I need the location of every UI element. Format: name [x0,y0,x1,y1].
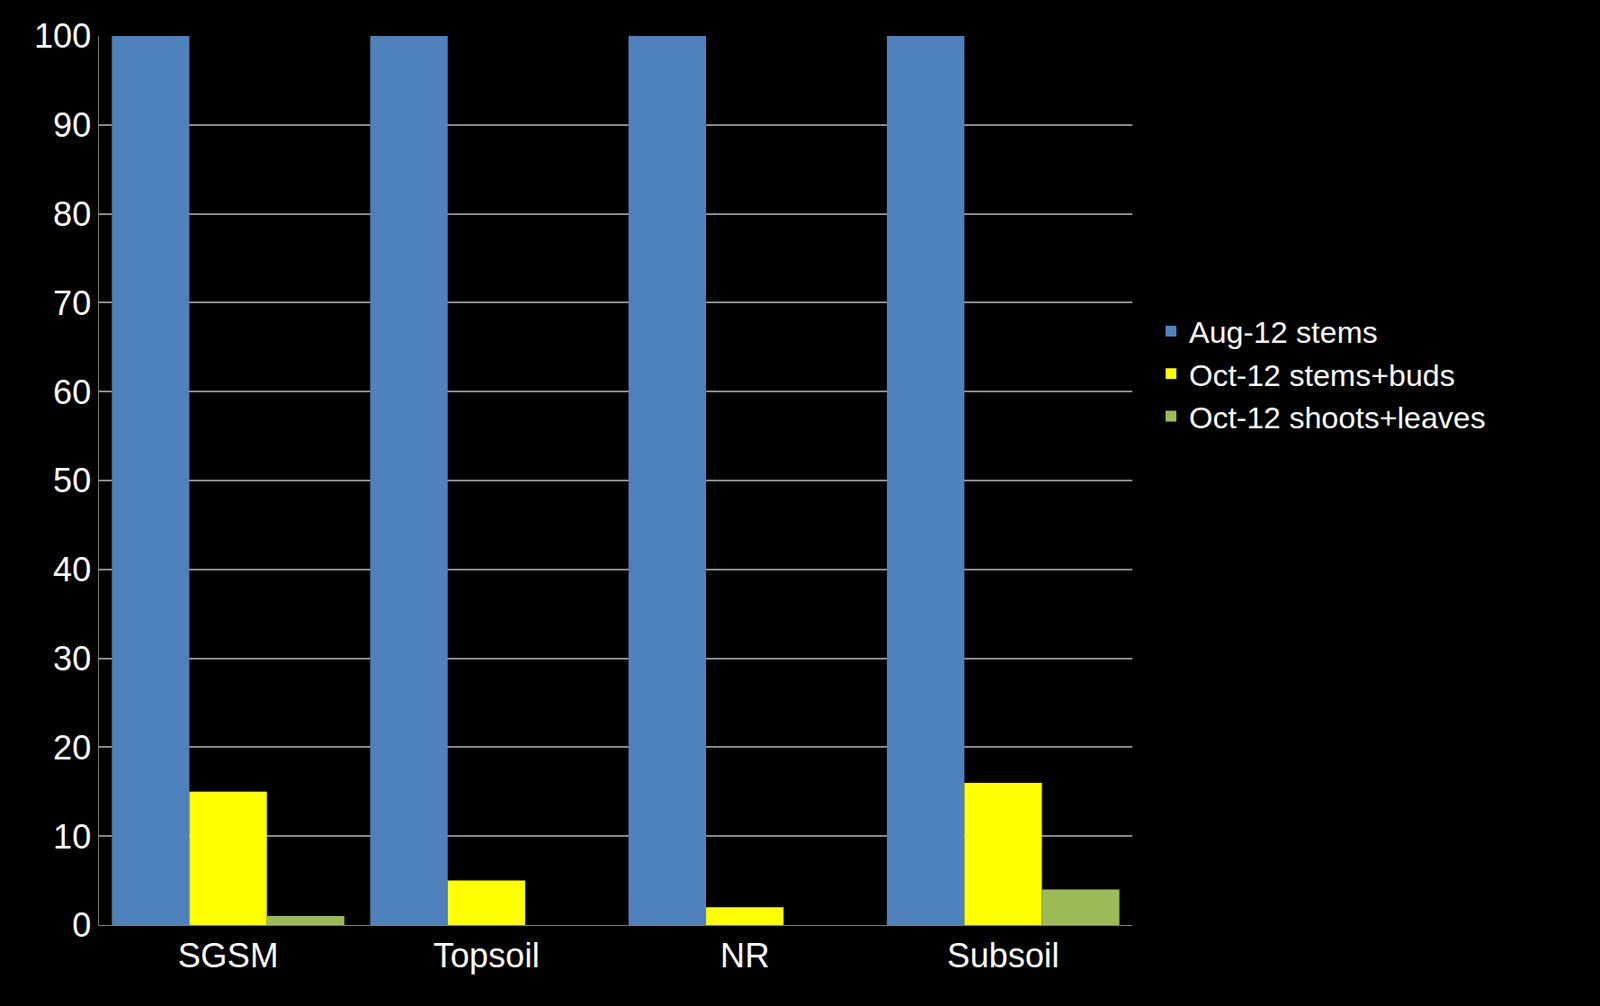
svg-text:Oct-12 stems+buds: Oct-12 stems+buds [1188,357,1456,393]
svg-text:40: 40 [53,550,91,589]
svg-text:70: 70 [53,284,91,322]
svg-text:Aug-12 stems: Aug-12 stems [1188,314,1378,349]
svg-text:90: 90 [53,106,91,144]
svg-text:30: 30 [53,639,91,678]
svg-text:Topsoil: Topsoil [433,936,540,975]
svg-text:100: 100 [34,17,91,55]
svg-text:20: 20 [53,728,91,767]
svg-text:10: 10 [53,817,91,856]
svg-text:SGSM: SGSM [178,936,279,975]
svg-text:50: 50 [53,461,91,500]
svg-text:Subsoil: Subsoil [947,936,1060,975]
svg-text:NR: NR [720,936,770,975]
svg-text:60: 60 [53,373,91,412]
svg-text:0: 0 [71,905,91,944]
svg-text:80: 80 [53,195,91,233]
svg-text:Oct-12 shoots+leaves: Oct-12 shoots+leaves [1188,400,1486,435]
